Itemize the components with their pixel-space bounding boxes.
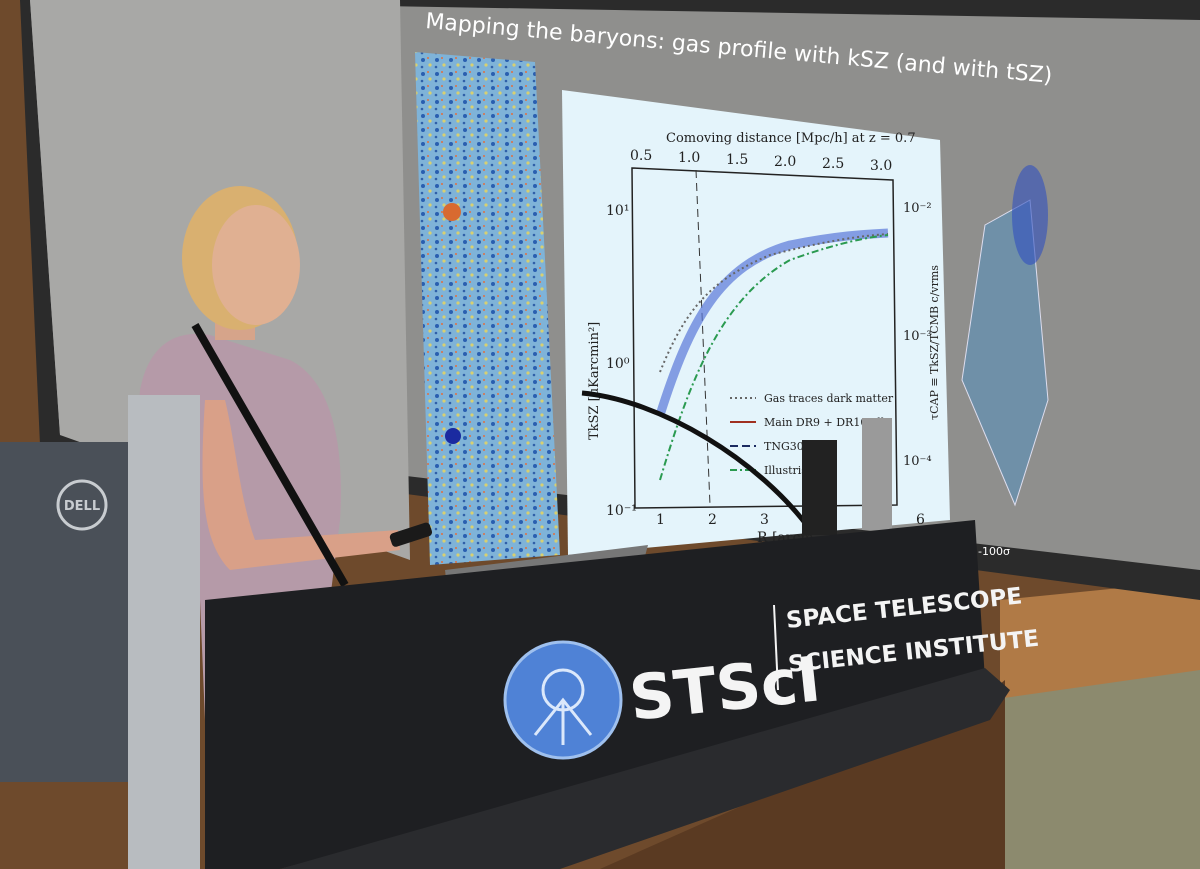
clicker bbox=[389, 522, 433, 547]
sky-map bbox=[415, 52, 560, 565]
legend: Gas traces dark matter Main DR9 + DR10 al… bbox=[730, 392, 894, 477]
monitor-logo: DELL bbox=[64, 499, 100, 514]
bottom-tick-label: 1 bbox=[656, 512, 665, 528]
top-tick-label: 0.5 bbox=[630, 148, 652, 164]
legend-entry: Gas traces dark matter bbox=[764, 392, 894, 405]
microphone-left bbox=[191, 323, 349, 587]
left-tick-label: 10¹ bbox=[606, 203, 629, 219]
right-tick-label: 10⁻² bbox=[903, 201, 932, 216]
mic-stand bbox=[802, 440, 837, 535]
left-tick-label: 10⁰ bbox=[606, 356, 630, 372]
microphone bbox=[581, 390, 815, 534]
plot-divider bbox=[695, 169, 711, 506]
left-ticks: 10¹ 10⁰ 10⁻¹ bbox=[606, 203, 637, 519]
bottom-tick-label: 6 bbox=[916, 512, 925, 528]
top-tick-label: 1.5 bbox=[726, 152, 748, 168]
podium-emblem-mark bbox=[533, 697, 593, 745]
mic-stand bbox=[862, 418, 892, 530]
monitor-logo-ring bbox=[56, 479, 108, 531]
top-tick-label: 2.5 bbox=[822, 156, 844, 172]
pillar bbox=[128, 395, 200, 869]
plot-curve bbox=[659, 234, 889, 481]
bottom-tick-label: 3 bbox=[760, 512, 769, 528]
y-axis-label: TkSZ [μKarcmin²] bbox=[587, 322, 602, 440]
monitor bbox=[0, 442, 130, 782]
top-tick-label: 3.0 bbox=[870, 158, 892, 174]
right-ticks: 10⁻² 10⁻³ 10⁻⁴ bbox=[903, 201, 932, 469]
right-tick-label: 10⁻³ bbox=[903, 329, 932, 344]
legend-entry: Main DR9 + DR10 all bbox=[764, 416, 885, 429]
top-tick-label: 1.0 bbox=[678, 150, 700, 166]
plot-axes bbox=[631, 167, 898, 509]
y2-axis-label: τCAP ≡ TkSZ/TCMB c/vrms bbox=[928, 265, 941, 420]
top-tick-label: 2.0 bbox=[774, 154, 796, 170]
map-source bbox=[443, 203, 461, 221]
map-source bbox=[445, 428, 461, 444]
plot-band bbox=[655, 228, 889, 417]
legend-entry: Illustris- bbox=[764, 464, 811, 477]
plot-panel bbox=[562, 90, 950, 555]
speaker-arm bbox=[202, 400, 400, 570]
podium-base bbox=[600, 680, 1005, 869]
top-ticks: 0.5 1.0 1.5 2.0 2.5 3.0 bbox=[630, 148, 892, 174]
survey-glow bbox=[1012, 165, 1048, 265]
podium-divider bbox=[773, 604, 779, 691]
top-axis-label: Comoving distance [Mpc/h] at z = 0.7 bbox=[666, 131, 916, 146]
right-tick-label: 10⁻⁴ bbox=[903, 454, 932, 469]
side-note: -100σ bbox=[978, 545, 1010, 558]
speaker-face bbox=[212, 205, 300, 325]
podium-ledge bbox=[280, 668, 1010, 869]
carpet bbox=[990, 670, 1200, 869]
bottom-tick-label: 2 bbox=[708, 512, 717, 528]
left-tick-label: 10⁻¹ bbox=[606, 503, 637, 519]
